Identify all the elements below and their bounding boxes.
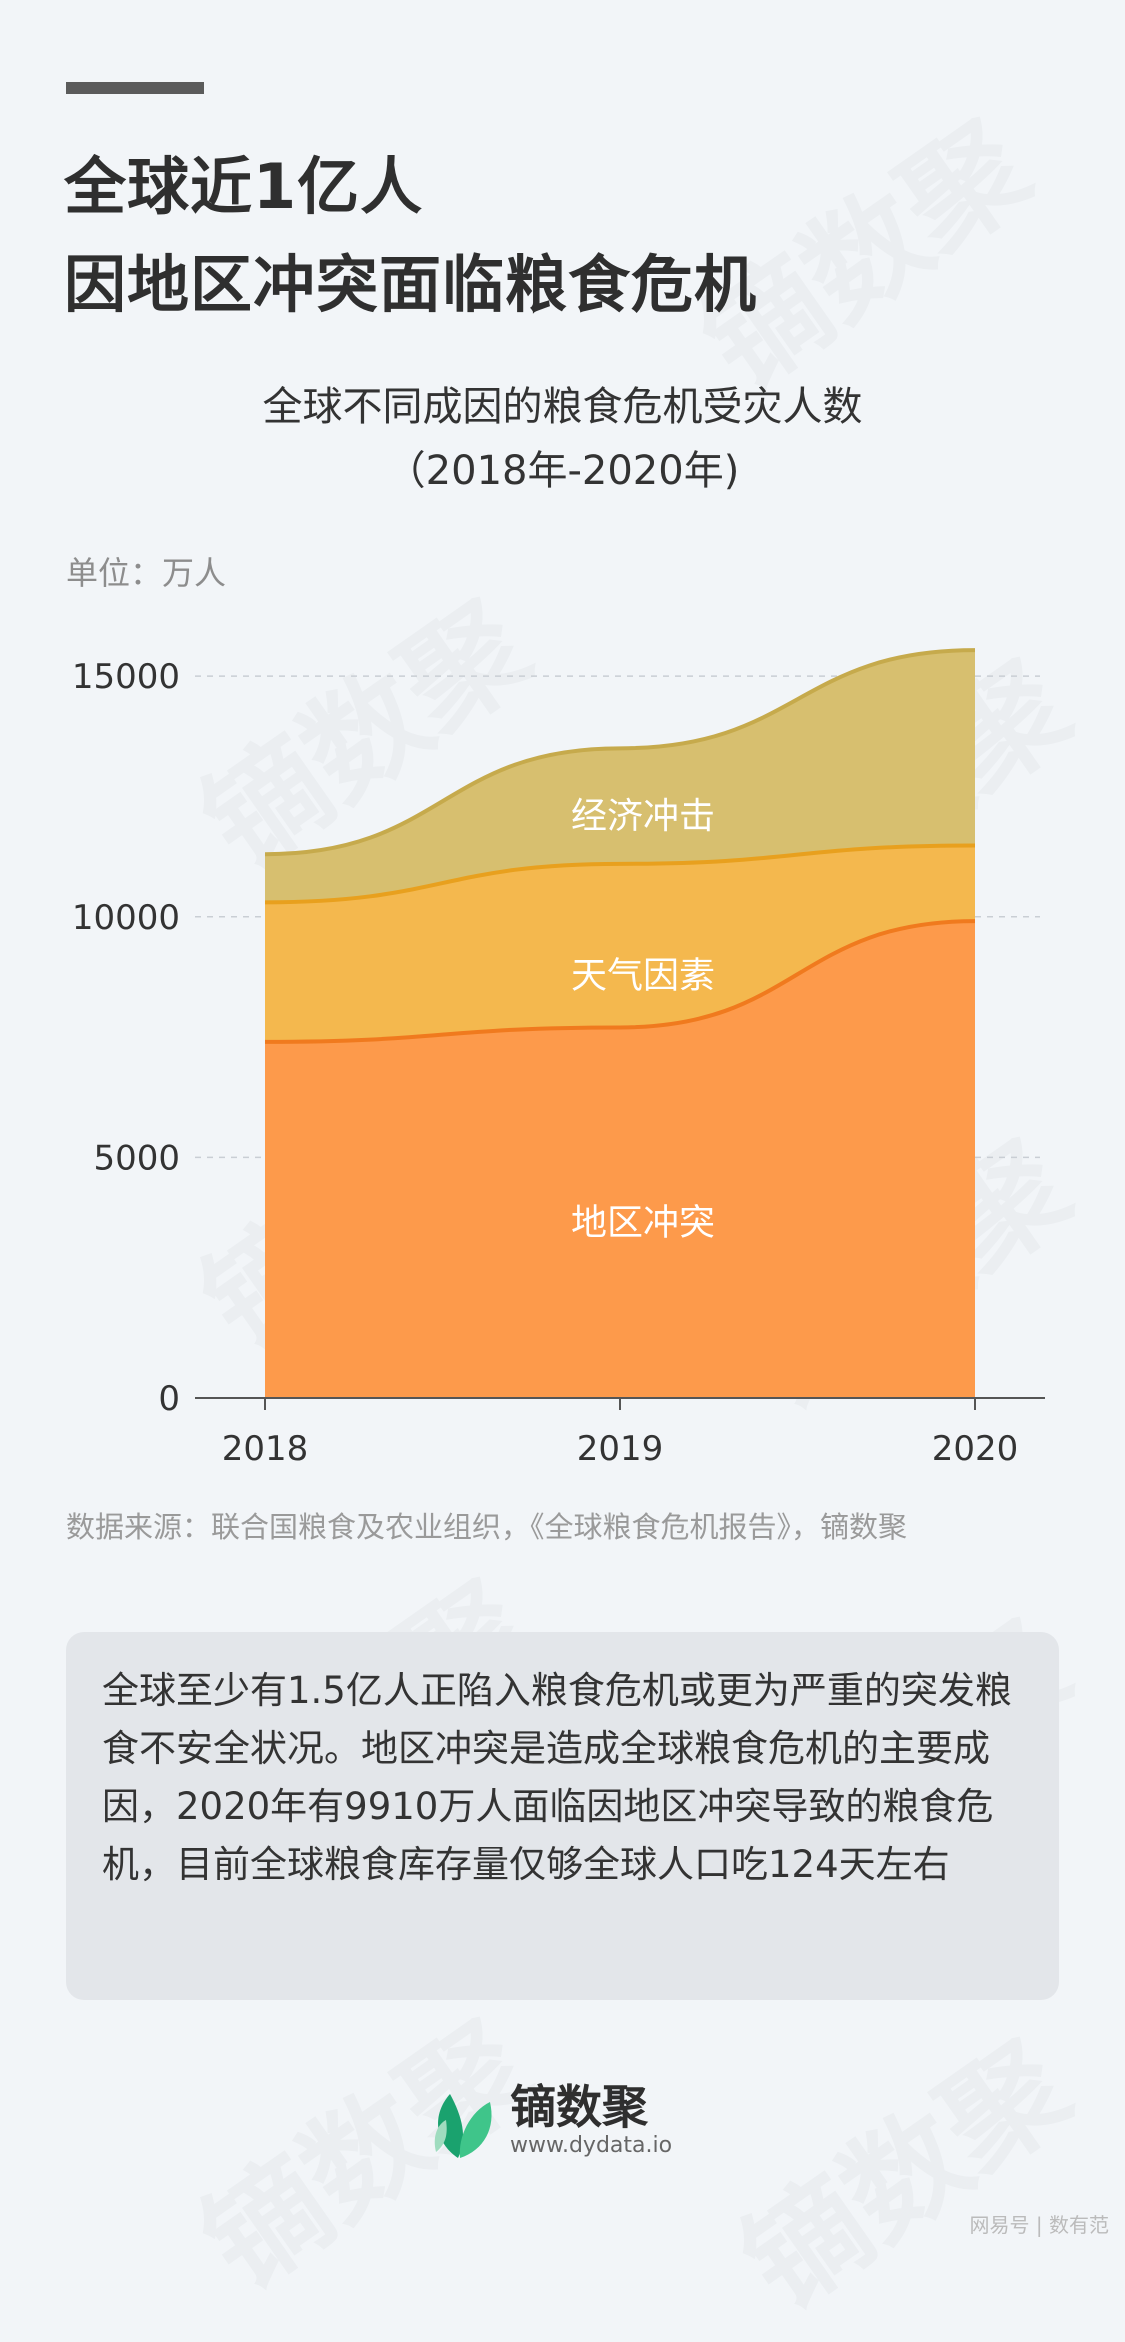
watermark: 镝数聚 — [719, 2016, 1094, 2337]
area-conflict-line — [264, 919, 976, 1044]
page-title-line-2: 因地区冲突面临粮食危机 — [64, 248, 758, 321]
series-label: 天气因素 — [571, 956, 715, 997]
page-title: 全球近1亿人 因地区冲突面临粮食危机 — [64, 138, 757, 334]
x-tick-label: 2020 — [932, 1429, 1019, 1469]
y-tick-label: 0 — [158, 1379, 180, 1419]
logo: 镝数聚 www.dydata.io — [428, 2080, 672, 2160]
area-conflict — [265, 921, 975, 1398]
area-economic-line — [264, 648, 976, 857]
y-tick-label: 10000 — [72, 898, 180, 938]
area-economic — [265, 650, 975, 903]
y-tick-label: 5000 — [93, 1138, 180, 1178]
logo-name: 镝数聚 — [510, 2080, 648, 2134]
logo-url: www.dydata.io — [510, 2133, 673, 2158]
summary-note: 全球至少有1.5亿人正陷入粮食危机或更为严重的突发粮食不安全状况。地区冲突是造成… — [66, 1632, 1059, 2000]
source-note: 数据来源：联合国粮食及农业组织，《全球粮食危机报告》，镝数聚 — [66, 1510, 908, 1544]
footer-mark: 网易号 | 数有范 — [969, 2213, 1109, 2237]
unit-label: 单位：万人 — [66, 554, 227, 592]
chart-title-line-2: （2018年-2020年) — [385, 448, 740, 494]
series-label: 经济冲击 — [571, 796, 715, 837]
y-tick-label: 15000 — [72, 657, 180, 697]
x-tick-label: 2018 — [222, 1429, 309, 1469]
chart-title-line-1: 全球不同成因的粮食危机受灾人数 — [262, 384, 863, 430]
title-accent-bar — [66, 82, 204, 94]
stacked-area-chart: 0 5000 10000 15000 2018 2019 2020 地区冲突 天气因素 经济冲击 — [72, 648, 1045, 1469]
area-weather-line — [264, 843, 976, 905]
series-label: 地区冲突 — [571, 1203, 715, 1244]
x-tick-label: 2019 — [577, 1429, 664, 1469]
leaf-logo-icon — [434, 2094, 492, 2158]
area-weather — [265, 845, 975, 1042]
page-title-line-1: 全球近1亿人 — [64, 150, 424, 223]
chart-title: 全球不同成因的粮食危机受灾人数 （2018年-2020年) — [0, 375, 1125, 503]
